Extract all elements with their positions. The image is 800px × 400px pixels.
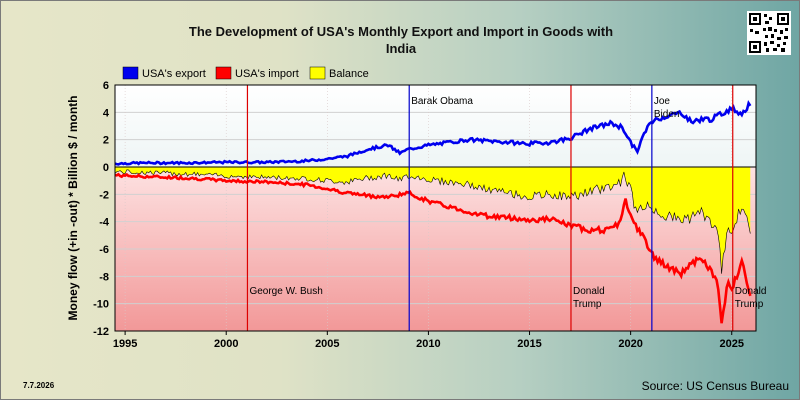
axes: 6 4 2 0 -2 -4 -6 -8 -10 -12 1995 2000 2005 2010 2015 20… [66, 80, 757, 350]
president-label: George W. Bush [249, 286, 322, 297]
chart-title-line-2: India [385, 41, 417, 56]
legend-label: Balance [329, 68, 369, 80]
president-label: Donald [735, 286, 767, 297]
x-tick-label: 2025 [719, 338, 743, 350]
president-label: Trump [735, 299, 764, 310]
president-label: Trump [573, 299, 602, 310]
legend-swatch [309, 66, 326, 80]
x-tick-label: 2000 [214, 338, 238, 350]
plot-border [114, 84, 757, 332]
balance-line [114, 169, 751, 274]
x-tick-label: 2020 [618, 338, 642, 350]
president-label: Joe [654, 96, 671, 107]
y-tick-label: -2 [99, 189, 109, 201]
chart-title: The Development of USA's Monthly Export … [151, 23, 651, 57]
import-line [114, 172, 752, 324]
y-tick-label: -8 [99, 271, 109, 283]
x-tick-label: 2010 [416, 338, 440, 350]
legend-swatch [215, 66, 232, 80]
legend: USA's export USA's import Balance [122, 66, 369, 80]
y-tick-label: -10 [93, 299, 109, 311]
balance-area [115, 167, 751, 274]
y-tick-label: 0 [103, 162, 109, 174]
president-markers: George W. Bush Barak Obama Donald Trump Joe B… [246, 85, 767, 331]
y-tick-label: 4 [103, 107, 110, 119]
y-axis-label: Money flow (+in -out) * Billion $ / mont… [66, 96, 80, 321]
president-label: Donald [573, 286, 605, 297]
qr-code-icon [747, 11, 791, 55]
chart-title-line-1: The Development of USA's Monthly Export … [188, 24, 614, 39]
x-tick-label: 1995 [113, 338, 137, 350]
y-tick-label: -4 [99, 217, 110, 229]
source-label: Source: US Census Bureau [641, 379, 789, 393]
y-tick-label: -6 [99, 244, 109, 256]
legend-swatch [122, 66, 139, 80]
y-tick-label: -12 [93, 326, 109, 338]
y-tick-label: 2 [103, 135, 109, 147]
president-label: Biden [654, 109, 680, 120]
date-label: 7.7.2026 [23, 381, 55, 390]
legend-label: USA's import [235, 68, 299, 80]
x-tick-label: 2015 [517, 338, 541, 350]
series-layer [114, 100, 756, 324]
export-line [114, 100, 752, 166]
y-tick-label: 6 [103, 80, 109, 92]
president-label: Barak Obama [411, 96, 473, 107]
legend-label: USA's export [142, 68, 206, 80]
x-tick-label: 2005 [315, 338, 339, 350]
